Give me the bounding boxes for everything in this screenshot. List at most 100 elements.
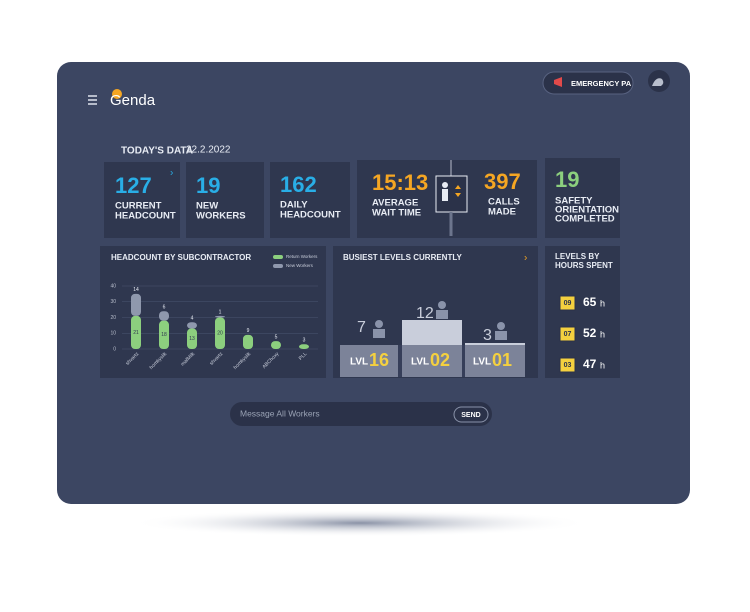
legend-label: Return Workers: [286, 254, 318, 259]
level-number: 16: [369, 350, 389, 370]
x-tick-label: PLL: [298, 351, 309, 362]
level-badge-label: 09: [564, 300, 572, 307]
kpi-label: CURRENT: [115, 201, 162, 212]
level-badge: [559, 357, 576, 373]
kpi-label: HEADCOUNT: [115, 211, 176, 222]
podium-shade: [340, 345, 525, 377]
y-tick-label: 0: [113, 346, 116, 352]
kpi-label: WAIT TIME: [372, 208, 421, 219]
kpi-label: HEADCOUNT: [280, 210, 341, 221]
level-badge-label: 07: [564, 331, 572, 338]
kpi-label: CALLS: [488, 197, 520, 208]
kpi-label: WORKERS: [196, 211, 246, 222]
level-number: 01: [492, 350, 512, 370]
today-label: TODAY'S DATA: [121, 146, 193, 157]
kpi-value: 127: [115, 173, 152, 198]
kpi-label: ORIENTATION: [555, 205, 619, 216]
level-badge-label: 03: [564, 362, 572, 369]
legend-swatch: [273, 255, 283, 259]
arrow[interactable]: ›: [524, 253, 527, 264]
bar: [215, 317, 225, 349]
kpi-label: DAILY: [280, 200, 308, 211]
message-input[interactable]: [230, 402, 492, 426]
bar: [243, 334, 253, 349]
kpi-card: [104, 162, 180, 238]
bar: [159, 320, 169, 349]
bar: [187, 322, 197, 329]
emergency-button[interactable]: [542, 71, 634, 95]
bar-label: 21: [133, 330, 139, 336]
kpi-value: 19: [196, 173, 220, 198]
kpi-value: 162: [280, 172, 317, 197]
hours-value: 52: [583, 326, 597, 340]
hours-list: 09 65 h07 52 h03 47 h: [559, 295, 605, 373]
kpi-label: MADE: [488, 207, 516, 218]
worker-icons: [373, 301, 507, 340]
level-count: 7: [357, 319, 366, 336]
kpi-card: [270, 162, 350, 238]
bar-label: 4: [191, 316, 194, 322]
kpi-card: [186, 162, 264, 238]
level-number: 02: [430, 350, 450, 370]
bar-label: 9: [247, 328, 250, 334]
kpi-label: AVERAGE: [372, 198, 418, 209]
bar-label: 3: [303, 338, 306, 344]
arrow[interactable]: ›: [170, 168, 173, 179]
bar-label: 20: [217, 331, 223, 337]
emergency-label: EMERGENCY PA: [571, 79, 632, 88]
bar-label: 1: [219, 309, 222, 315]
shadow: [130, 509, 590, 537]
legend-swatch: [273, 264, 283, 268]
bar-label: 18: [161, 332, 167, 338]
elevator-icon: [435, 160, 468, 236]
kpi-value: 397: [484, 169, 521, 194]
send-button[interactable]: [453, 406, 489, 423]
y-tick-label: 10: [110, 331, 116, 337]
level-badge: [559, 326, 576, 342]
bar-label: 13: [189, 336, 195, 342]
y-tick-label: 30: [110, 299, 116, 305]
hours-value: 65: [583, 295, 597, 309]
send-label: SEND: [461, 412, 480, 419]
today-date: 22.2.2022: [186, 145, 231, 156]
legend-label: New Workers: [286, 263, 314, 268]
message-placeholder: Message All Workers: [240, 408, 320, 418]
chart-title: HEADCOUNT BY SUBCONTRACTOR: [111, 253, 251, 262]
level-prefix: LVL: [411, 357, 429, 368]
hours-title: LEVELS BY: [555, 252, 600, 261]
kpi-card: [545, 158, 620, 238]
bar: [159, 311, 169, 321]
kpi-label: NEW: [196, 201, 218, 212]
bar-label: 6: [163, 305, 166, 311]
kpi-value: 19: [555, 167, 579, 192]
logo: Genda: [110, 92, 156, 109]
bar: [299, 344, 309, 349]
level-prefix: LVL: [350, 357, 368, 368]
level-count: 3: [483, 327, 492, 344]
hours-unit: h: [600, 360, 605, 370]
busiest-title: BUSIEST LEVELS CURRENTLY: [343, 253, 462, 262]
hours-unit: h: [600, 298, 605, 308]
megaphone-icon: [554, 77, 562, 87]
y-tick-label: 20: [110, 315, 116, 321]
kpi-value: 15:13: [372, 170, 428, 195]
bar: [271, 341, 281, 349]
level-count: 12: [416, 305, 434, 322]
bar: [187, 328, 197, 349]
bar: [131, 293, 141, 316]
menu-icon[interactable]: [88, 95, 97, 105]
bar: [131, 315, 141, 349]
bar-label: 14: [133, 287, 139, 293]
hours-title: HOURS SPENT: [555, 261, 613, 270]
kpi-label: SAFETY: [555, 196, 593, 207]
bar: [215, 315, 225, 318]
hours-value: 47: [583, 357, 597, 371]
level-badge: [559, 295, 576, 311]
kpi-label: COMPLETED: [555, 214, 615, 225]
y-tick-label: 40: [110, 283, 116, 289]
level-prefix: LVL: [473, 357, 491, 368]
logo-icon: [112, 89, 122, 99]
avatar-icon: [652, 78, 664, 86]
